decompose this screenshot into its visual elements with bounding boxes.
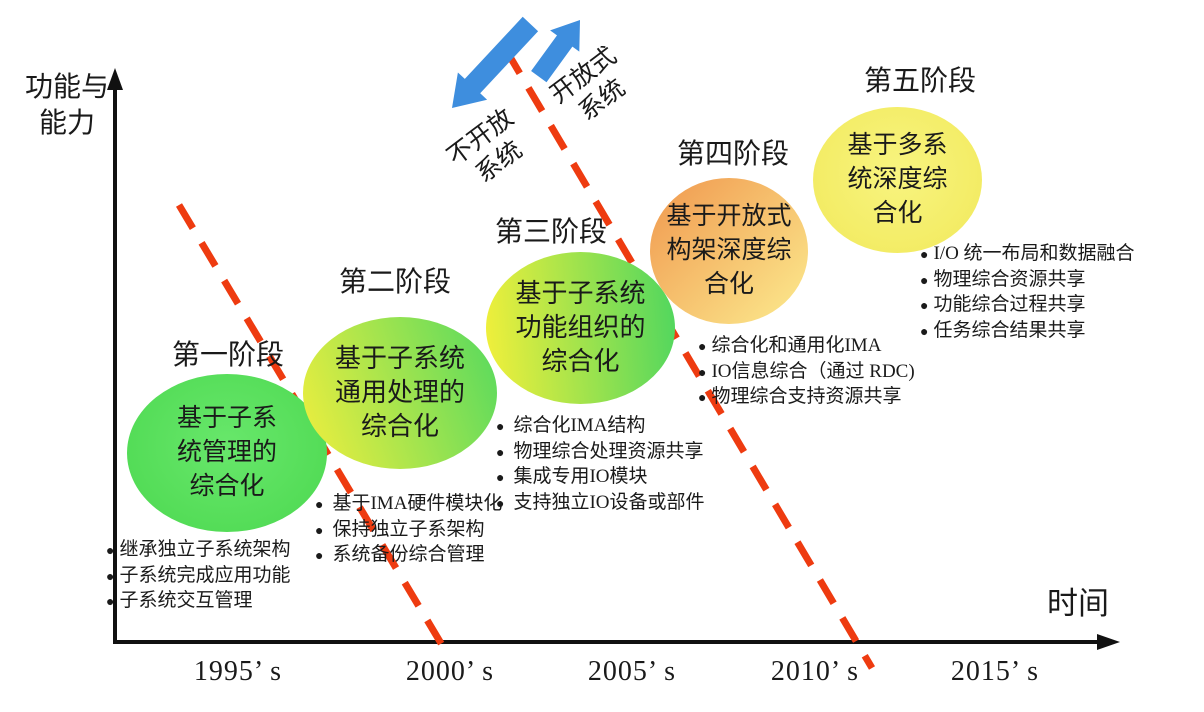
bullet-text: 功能综合过程共享: [933, 294, 1086, 315]
stage-3-circle: 基于子系统 功能组织的 综合化: [486, 252, 675, 404]
bullet-text: 保持独立子系架构: [332, 518, 485, 540]
bullet-item: ● 物理综合资源共享: [920, 268, 1135, 294]
x-tick-2015: 2015’ s: [950, 656, 1040, 687]
bullet-text: 继承独立子系统架构: [119, 539, 291, 560]
bullet-item: ● 功能综合过程共享: [920, 293, 1135, 319]
bullet-item: ● 综合化IMA结构: [496, 414, 705, 440]
phase-divider-line-2: [502, 48, 876, 670]
bullet-icon: ●: [106, 595, 115, 610]
bullet-item: ● 物理综合处理资源共享: [496, 440, 705, 466]
bullet-text: IO信息综合（通过 RDC): [711, 360, 915, 382]
bullet-text: 集成专用IO模块: [513, 466, 648, 487]
closed-system-arrow-icon: [452, 16, 539, 108]
bullet-text: 子系统完成应用功能: [119, 564, 291, 586]
bullet-icon: ●: [315, 523, 324, 539]
stage-5-title: 第五阶段: [863, 66, 976, 97]
bullet-item: ● 任务综合结果共享: [920, 319, 1135, 345]
bullet-item: ● 支持独立IO设备或部件: [496, 491, 705, 517]
bullet-icon: ●: [920, 299, 929, 314]
bullet-item: ● 物理综合支持资源共享: [698, 385, 915, 411]
bullet-icon: ●: [496, 445, 505, 461]
y-axis-label: 功能与 能力: [24, 72, 109, 139]
bullet-item: ● 子系统交互管理: [106, 589, 290, 615]
bullet-icon: ●: [698, 391, 707, 406]
bullet-text: 物理综合支持资源共享: [711, 386, 902, 407]
bullet-text: 综合化IMA结构: [513, 415, 646, 436]
stage-2-circle-text: 基于子系统 通用处理的 综合化: [334, 344, 465, 441]
bullet-text: 物理综合资源共享: [933, 268, 1086, 290]
x-tick-1995: 1995’ s: [193, 656, 283, 687]
x-tick-2010: 2010’ s: [770, 656, 860, 687]
stage-3-circle-text: 基于子系统 功能组织的 综合化: [515, 279, 646, 376]
bullet-icon: ●: [315, 549, 324, 564]
y-axis-arrowhead-icon: [107, 68, 123, 90]
stage-1-circle-text: 基于子系 统管理的 综合化: [176, 405, 277, 500]
bullet-text: 物理综合处理资源共享: [513, 440, 704, 462]
bullet-icon: ●: [106, 544, 115, 559]
bullet-item: ● 基于IMA硬件模块化: [315, 492, 502, 518]
stage-4-title: 第四阶段: [676, 139, 789, 170]
stage-1-bullets: ● 继承独立子系统架构 ● 子系统完成应用功能 ● 子系统交互管理: [106, 538, 290, 615]
bullet-text: 基于IMA硬件模块化: [332, 493, 503, 514]
bullet-icon: ●: [920, 273, 929, 289]
stage-5-circle: 基于多系 统深度综 合化: [813, 107, 982, 253]
stage-1-circle: 基于子系 统管理的 综合化: [127, 374, 327, 532]
bullet-icon: ●: [920, 248, 929, 263]
bullet-item: ● I/O 统一布局和数据融合: [920, 242, 1135, 268]
bullet-icon: ●: [698, 340, 707, 355]
stage-5-circle-text: 基于多系 统深度综 合化: [847, 132, 948, 227]
stage-1-title: 第一阶段: [171, 340, 284, 371]
bullet-item: ● 集成专用IO模块: [496, 465, 705, 491]
bullet-icon: ●: [496, 420, 505, 435]
bullet-icon: ●: [698, 365, 707, 381]
stage-2-title: 第二阶段: [338, 267, 451, 298]
bullet-icon: ●: [920, 324, 929, 340]
bullet-text: 子系统交互管理: [119, 590, 253, 611]
stage-3-bullets: ● 综合化IMA结构 ● 物理综合处理资源共享 ● 集成专用IO模块 ● 支持独…: [496, 414, 705, 516]
bullet-text: 系统备份综合管理: [332, 544, 485, 565]
bullet-item: ● 综合化和通用化IMA: [698, 334, 915, 360]
x-tick-2005: 2005’ s: [587, 656, 677, 687]
bullet-item: ● 保持独立子系架构: [315, 518, 502, 544]
stage-4-circle: 基于开放式 构架深度综 合化: [650, 178, 808, 324]
stage-2-circle: 基于子系统 通用处理的 综合化: [303, 317, 497, 469]
bullet-text: 支持独立IO设备或部件: [513, 491, 705, 513]
open-system-arrow-icon: [531, 20, 580, 83]
bullet-icon: ●: [106, 569, 115, 585]
bullet-item: ● 继承独立子系统架构: [106, 538, 290, 564]
stage-5-bullets: ● I/O 统一布局和数据融合 ● 物理综合资源共享 ● 功能综合过程共享 ● …: [920, 242, 1135, 344]
stage-2-bullets: ● 基于IMA硬件模块化 ● 保持独立子系架构 ● 系统备份综合管理: [315, 492, 502, 569]
stage-4-bullets: ● 综合化和通用化IMA ● IO信息综合（通过 RDC) ● 物理综合支持资源…: [698, 334, 915, 411]
stage-3-title: 第三阶段: [494, 217, 607, 248]
bullet-item: ● IO信息综合（通过 RDC): [698, 360, 915, 386]
stage-4-circle-text: 基于开放式 构架深度综 合化: [666, 203, 792, 298]
bullet-icon: ●: [496, 496, 505, 512]
bullet-item: ● 系统备份综合管理: [315, 543, 502, 569]
bullet-text: 任务综合结果共享: [933, 319, 1086, 341]
x-tick-2000: 2000’ s: [405, 656, 495, 687]
bullet-text: I/O 统一布局和数据融合: [933, 243, 1135, 264]
bullet-icon: ●: [315, 498, 324, 513]
bullet-text: 综合化和通用化IMA: [711, 335, 882, 356]
x-axis-arrowhead-icon: [1097, 634, 1120, 650]
bullet-icon: ●: [496, 471, 505, 486]
bullet-item: ● 子系统完成应用功能: [106, 564, 290, 590]
x-axis-label: 时间: [1047, 586, 1109, 621]
